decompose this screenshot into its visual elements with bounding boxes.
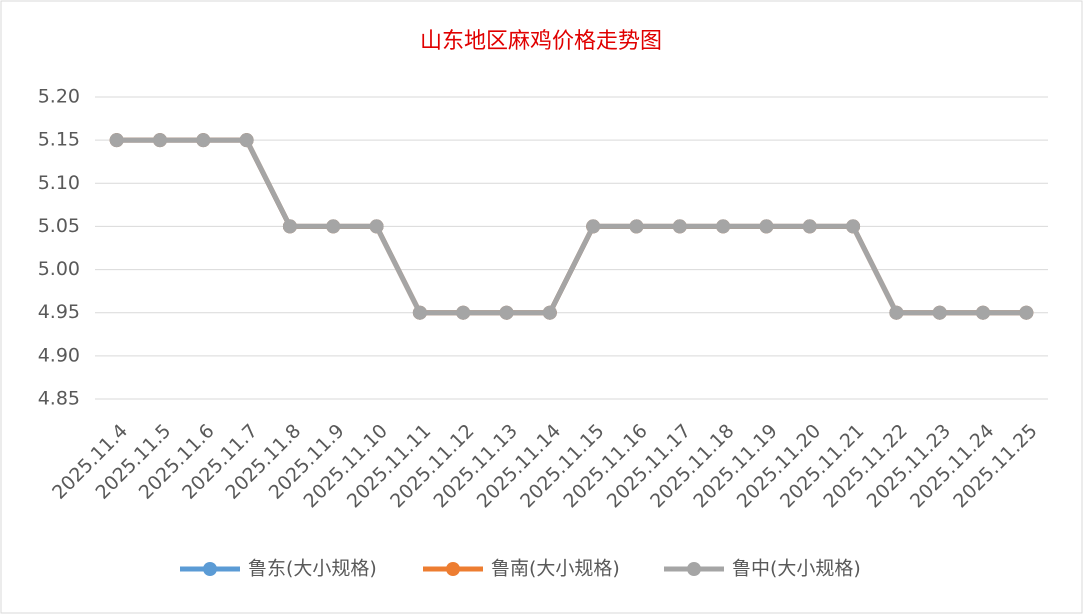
data-point	[456, 305, 471, 320]
y-tick-label: 5.20	[38, 86, 80, 108]
data-point	[152, 133, 167, 148]
data-point	[542, 305, 557, 320]
y-tick-label: 5.00	[38, 258, 80, 280]
data-point	[672, 219, 687, 234]
data-point	[282, 219, 297, 234]
data-point	[369, 219, 384, 234]
data-point	[586, 219, 601, 234]
data-point	[1019, 305, 1034, 320]
y-tick-label: 5.15	[38, 129, 80, 151]
y-tick-label: 5.05	[38, 215, 80, 237]
legend-marker	[446, 562, 460, 576]
y-tick-label: 4.90	[38, 344, 80, 366]
data-point	[976, 305, 991, 320]
legend-marker	[687, 562, 701, 576]
data-point	[889, 305, 904, 320]
data-point	[196, 133, 211, 148]
data-point	[239, 133, 254, 148]
legend-marker	[203, 562, 217, 576]
legend-label: 鲁南(大小规格)	[491, 558, 620, 580]
data-point	[759, 219, 774, 234]
legend-label: 鲁东(大小规格)	[248, 558, 377, 580]
y-tick-label: 4.95	[38, 301, 80, 323]
y-tick-label: 5.10	[38, 172, 80, 194]
chart-title: 山东地区麻鸡价格走势图	[420, 29, 662, 54]
data-point	[716, 219, 731, 234]
data-point	[846, 219, 861, 234]
data-point	[326, 219, 341, 234]
data-point	[499, 305, 514, 320]
data-point	[109, 133, 124, 148]
data-point	[802, 219, 817, 234]
data-point	[932, 305, 947, 320]
data-point	[412, 305, 427, 320]
series-line	[116, 137, 1027, 316]
legend-label: 鲁中(大小规格)	[732, 558, 861, 580]
y-tick-label: 4.85	[38, 388, 80, 410]
data-point	[629, 219, 644, 234]
